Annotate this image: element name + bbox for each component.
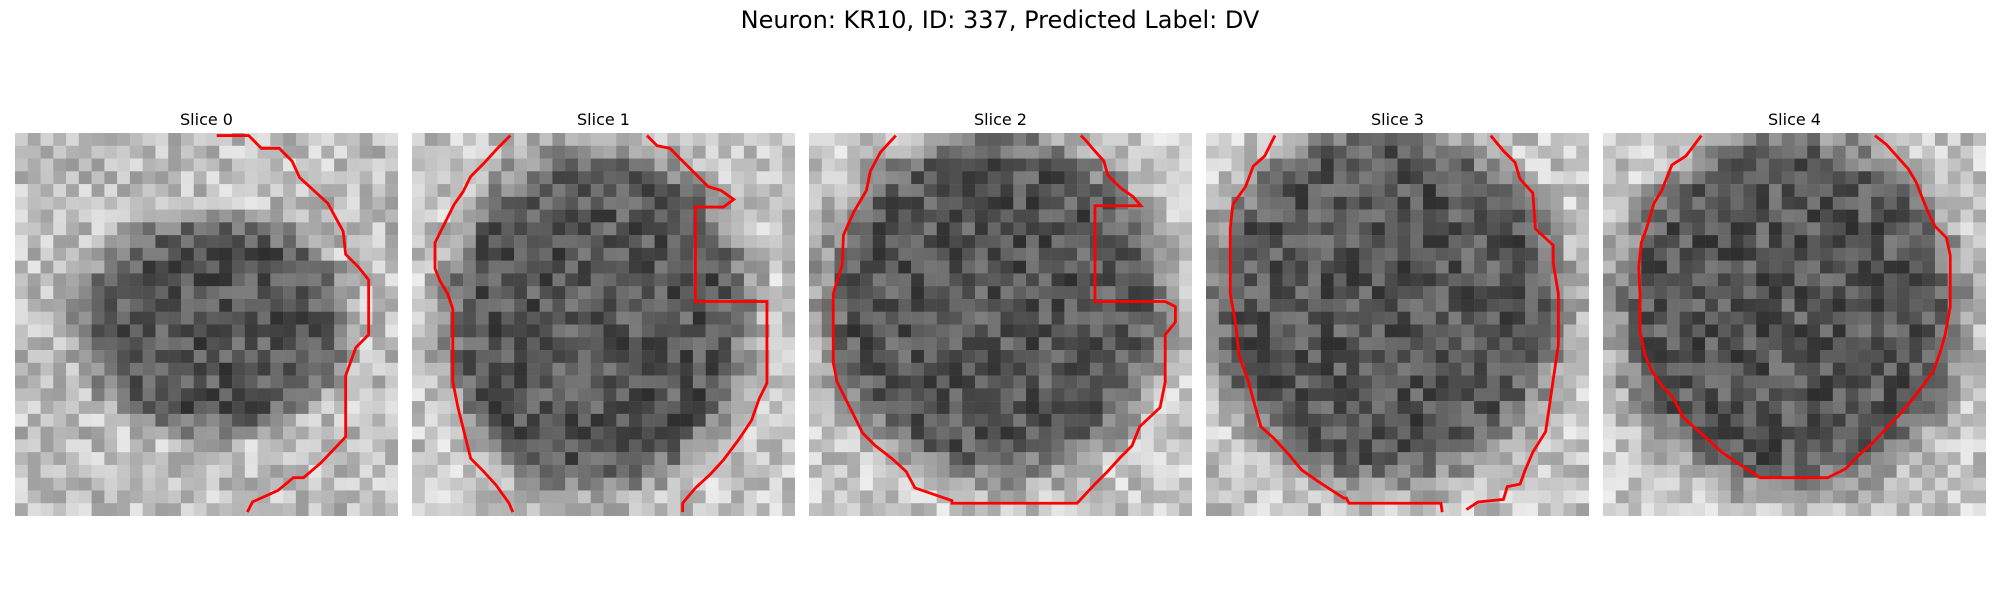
figure-title: Neuron: KR10, ID: 337, Predicted Label: … — [740, 6, 1260, 34]
slice-panel-1: Slice 1 — [412, 109, 795, 516]
slice-panel-2: Slice 2 — [809, 109, 1192, 516]
slice-image-1 — [412, 133, 795, 516]
slice-title-3: Slice 3 — [1371, 110, 1424, 129]
segmentation-contour — [831, 134, 1177, 505]
segmentation-contour — [1637, 134, 1952, 480]
slice-title-0: Slice 0 — [180, 110, 233, 129]
slice-title-2: Slice 2 — [974, 110, 1027, 129]
segmentation-contour — [216, 134, 371, 513]
segmentation-contour — [433, 134, 769, 513]
slice-image-2 — [809, 133, 1192, 516]
slice-image-0 — [15, 133, 398, 516]
slice-image-3 — [1206, 133, 1589, 516]
slice-image-4 — [1603, 133, 1986, 516]
slice-panel-4: Slice 4 — [1603, 109, 1986, 516]
segmentation-contour — [1228, 134, 1560, 513]
slice-title-4: Slice 4 — [1768, 110, 1821, 129]
slice-panel-3: Slice 3 — [1206, 109, 1589, 516]
slice-title-1: Slice 1 — [577, 110, 630, 129]
slice-panel-0: Slice 0 — [15, 109, 398, 516]
